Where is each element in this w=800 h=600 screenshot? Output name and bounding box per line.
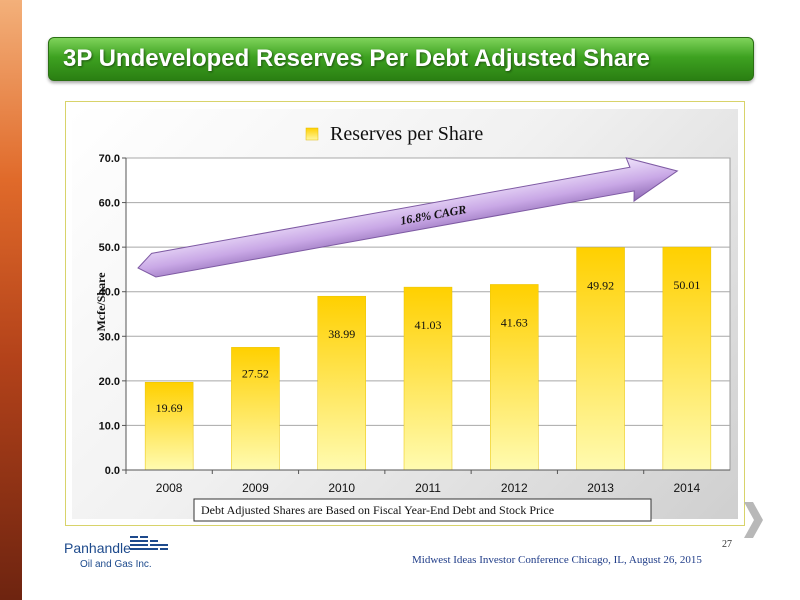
- y-tick-label: 40.0: [99, 287, 120, 299]
- left-decorative-band: [0, 0, 22, 600]
- bar[interactable]: [403, 286, 453, 471]
- cagr-arrow: 16.8% CAGR: [137, 157, 679, 278]
- logo-mark-icon: [130, 536, 168, 550]
- logo-name: Panhandle: [64, 540, 131, 556]
- y-tick-label: 30.0: [99, 331, 120, 343]
- bar[interactable]: [490, 284, 539, 471]
- x-tick-label: 2011: [415, 481, 441, 495]
- y-tick-label: 20.0: [99, 376, 120, 388]
- legend-label: Reserves per Share: [330, 123, 483, 145]
- bar[interactable]: [317, 295, 366, 471]
- bar-value-label: 27.52: [242, 366, 269, 380]
- y-tick-label: 0.0: [105, 465, 120, 477]
- x-tick-label: 2014: [674, 481, 701, 495]
- note-text: Debt Adjusted Shares are Based on Fiscal…: [201, 503, 554, 517]
- y-axis-label: Mcfe/Share: [94, 272, 108, 332]
- cagr-arrow-shape: [137, 157, 679, 278]
- next-slide-chevron-icon[interactable]: [741, 500, 765, 540]
- page-number: 27: [722, 539, 732, 550]
- bar-value-label: 19.69: [156, 401, 183, 415]
- bar[interactable]: [231, 347, 280, 471]
- x-tick-label: 2013: [587, 481, 614, 495]
- x-tick-label: 2012: [501, 481, 528, 495]
- logo-subtitle: Oil and Gas Inc.: [80, 559, 152, 570]
- y-tick-label: 70.0: [99, 153, 120, 165]
- company-logo: Panhandle Oil and Gas Inc.: [62, 532, 176, 588]
- x-tick-label: 2008: [156, 481, 183, 495]
- bar-value-label: 41.63: [501, 315, 528, 329]
- note-box: [193, 498, 652, 522]
- y-tick-label: 50.0: [99, 242, 120, 254]
- bar-value-label: 49.92: [587, 278, 614, 292]
- footer-text: Midwest Ideas Investor Conference Chicag…: [412, 554, 702, 566]
- bar-value-label: 38.99: [328, 327, 355, 341]
- legend-swatch: [305, 127, 319, 141]
- bar-value-label: 50.01: [673, 278, 700, 292]
- title-bar: 3P Undeveloped Reserves Per Debt Adjuste…: [48, 37, 754, 81]
- bar[interactable]: [662, 246, 712, 471]
- bar-value-label: 41.03: [415, 318, 442, 332]
- y-tick-label: 10.0: [99, 420, 120, 432]
- bar[interactable]: [576, 247, 625, 471]
- y-tick-label: 60.0: [99, 198, 120, 210]
- x-tick-label: 2009: [242, 481, 269, 495]
- x-tick-label: 2010: [328, 481, 355, 495]
- bar[interactable]: [144, 381, 194, 471]
- slide-title: 3P Undeveloped Reserves Per Debt Adjuste…: [63, 45, 650, 72]
